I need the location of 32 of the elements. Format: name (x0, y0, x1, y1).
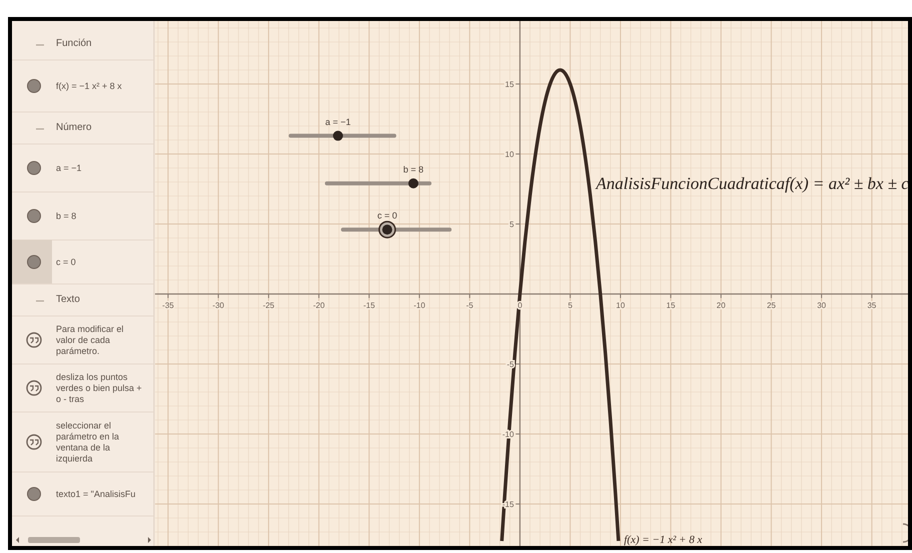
text: seleccionar el parámetro en la ventana de la izquierda (56, 420, 120, 464)
annotation: b = 8 (403, 164, 424, 174)
text: texto1 = "AnalisisFu (56, 489, 136, 499)
x-tick-label: 35 (867, 301, 877, 310)
text: desliza los puntos verdes o bien pulsa + o - tras (56, 372, 142, 404)
x-tick-label: 25 (766, 301, 776, 310)
text: b = 8 (56, 211, 76, 221)
x-tick-label: 20 (716, 301, 726, 310)
x-tick-label: -15 (363, 301, 376, 310)
text: Para modificar el valor de cada parámetro. (56, 324, 124, 356)
x-tick-label: 5 (568, 301, 573, 310)
text: c = 0 (56, 257, 76, 267)
text: Número (56, 122, 92, 133)
x-tick-label: -35 (162, 301, 174, 310)
x-tick-label: 10 (616, 301, 626, 310)
y-tick-label: 15 (505, 80, 514, 89)
y-tick-label: 10 (505, 150, 514, 159)
x-tick-label: -5 (466, 301, 474, 310)
y-tick-label: 5 (509, 220, 514, 229)
annotation: f(x) = −1 x² + 8 x (624, 534, 702, 546)
x-tick-label: 30 (817, 301, 827, 310)
text: Función (56, 38, 92, 49)
x-tick-label: 15 (666, 301, 676, 310)
annotation: c = 0 (377, 210, 398, 221)
x-tick-label: -30 (212, 301, 225, 310)
x-tick-label: -10 (414, 301, 426, 310)
x-tick-label: -20 (313, 301, 326, 310)
text: f(x) = −1 x² + 8 x (56, 81, 122, 91)
annotation: a = −1 (325, 116, 351, 127)
text: Texto (56, 294, 80, 305)
x-tick-label: -25 (262, 301, 275, 310)
text: a = −1 (56, 163, 82, 173)
